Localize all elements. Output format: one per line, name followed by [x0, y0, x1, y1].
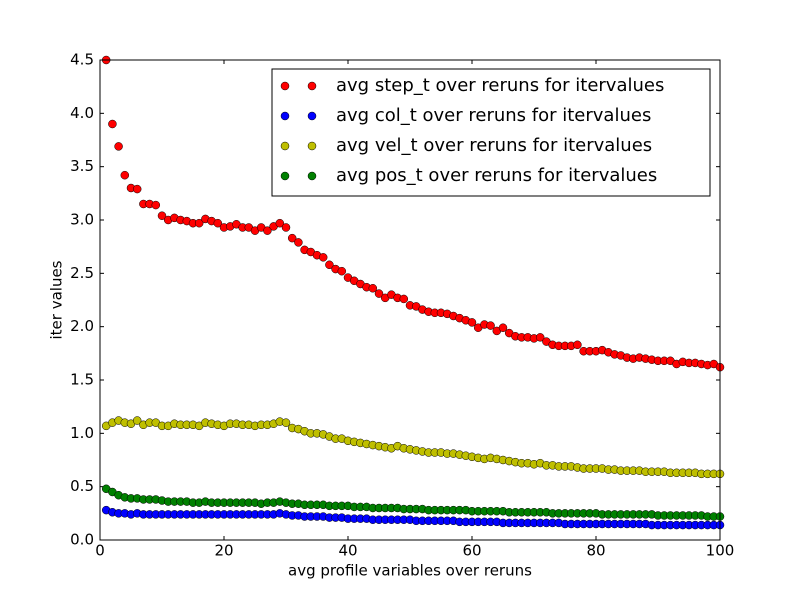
legend-marker [307, 111, 317, 121]
y-tick-label: 3.5 [70, 157, 94, 175]
data-point [281, 418, 291, 427]
data-point [573, 340, 582, 350]
data-point [498, 323, 508, 332]
x-axis-label: avg profile variables over reruns [288, 562, 532, 580]
data-point [275, 218, 285, 228]
x-tick-label: 80 [586, 542, 605, 560]
legend-label: avg col_t over reruns for itervalues [336, 105, 651, 126]
legend-marker [280, 141, 290, 151]
x-tick-label: 60 [462, 542, 481, 560]
data-point [194, 218, 204, 228]
data-point [368, 284, 378, 293]
legend-label: avg step_t over reruns for itervalues [336, 75, 664, 96]
plot-frame [99, 59, 721, 541]
data-point [132, 416, 142, 425]
legend-label: avg vel_t over reruns for itervalues [336, 135, 652, 156]
x-tick-label: 100 [706, 542, 735, 560]
x-tick-label: 20 [214, 542, 233, 560]
legend-marker [280, 81, 290, 91]
data-point [294, 238, 303, 247]
y-tick-label: 4.5 [70, 51, 94, 69]
data-point [114, 142, 123, 151]
legend-label: avg pos_t over reruns for itervalues [336, 165, 657, 186]
data-point [467, 318, 477, 327]
y-tick-label: 3.0 [70, 211, 94, 229]
y-tick-label: 4.0 [70, 104, 94, 122]
x-tick-label: 0 [95, 542, 105, 560]
data-point [325, 260, 334, 270]
data-point [120, 170, 130, 180]
data-point [337, 266, 347, 276]
legend-marker [280, 171, 290, 181]
data-point [287, 233, 297, 243]
legend-marker [307, 141, 317, 151]
y-tick-label: 1.0 [70, 424, 94, 442]
data-point [151, 200, 161, 210]
data-point [263, 226, 272, 235]
legend-marker [307, 81, 317, 91]
y-tick-label: 2.5 [70, 264, 94, 282]
data-point [132, 184, 142, 194]
y-axis-label: iter values [48, 260, 66, 339]
x-tick-label: 40 [338, 542, 357, 560]
data-point [281, 223, 291, 232]
data-point [374, 289, 384, 298]
data-point [157, 211, 167, 220]
y-tick-label: 0.0 [70, 531, 94, 549]
legend-box [271, 68, 711, 197]
y-tick-label: 2.0 [70, 317, 94, 335]
y-tick-label: 0.5 [70, 477, 94, 495]
data-point [486, 321, 495, 330]
legend-marker [280, 111, 290, 121]
data-point [318, 253, 328, 262]
legend-marker [307, 171, 317, 181]
data-point [108, 119, 117, 129]
data-point [213, 218, 223, 228]
data-point [399, 294, 409, 304]
data-point [535, 333, 545, 342]
y-tick-label: 1.5 [70, 371, 94, 389]
